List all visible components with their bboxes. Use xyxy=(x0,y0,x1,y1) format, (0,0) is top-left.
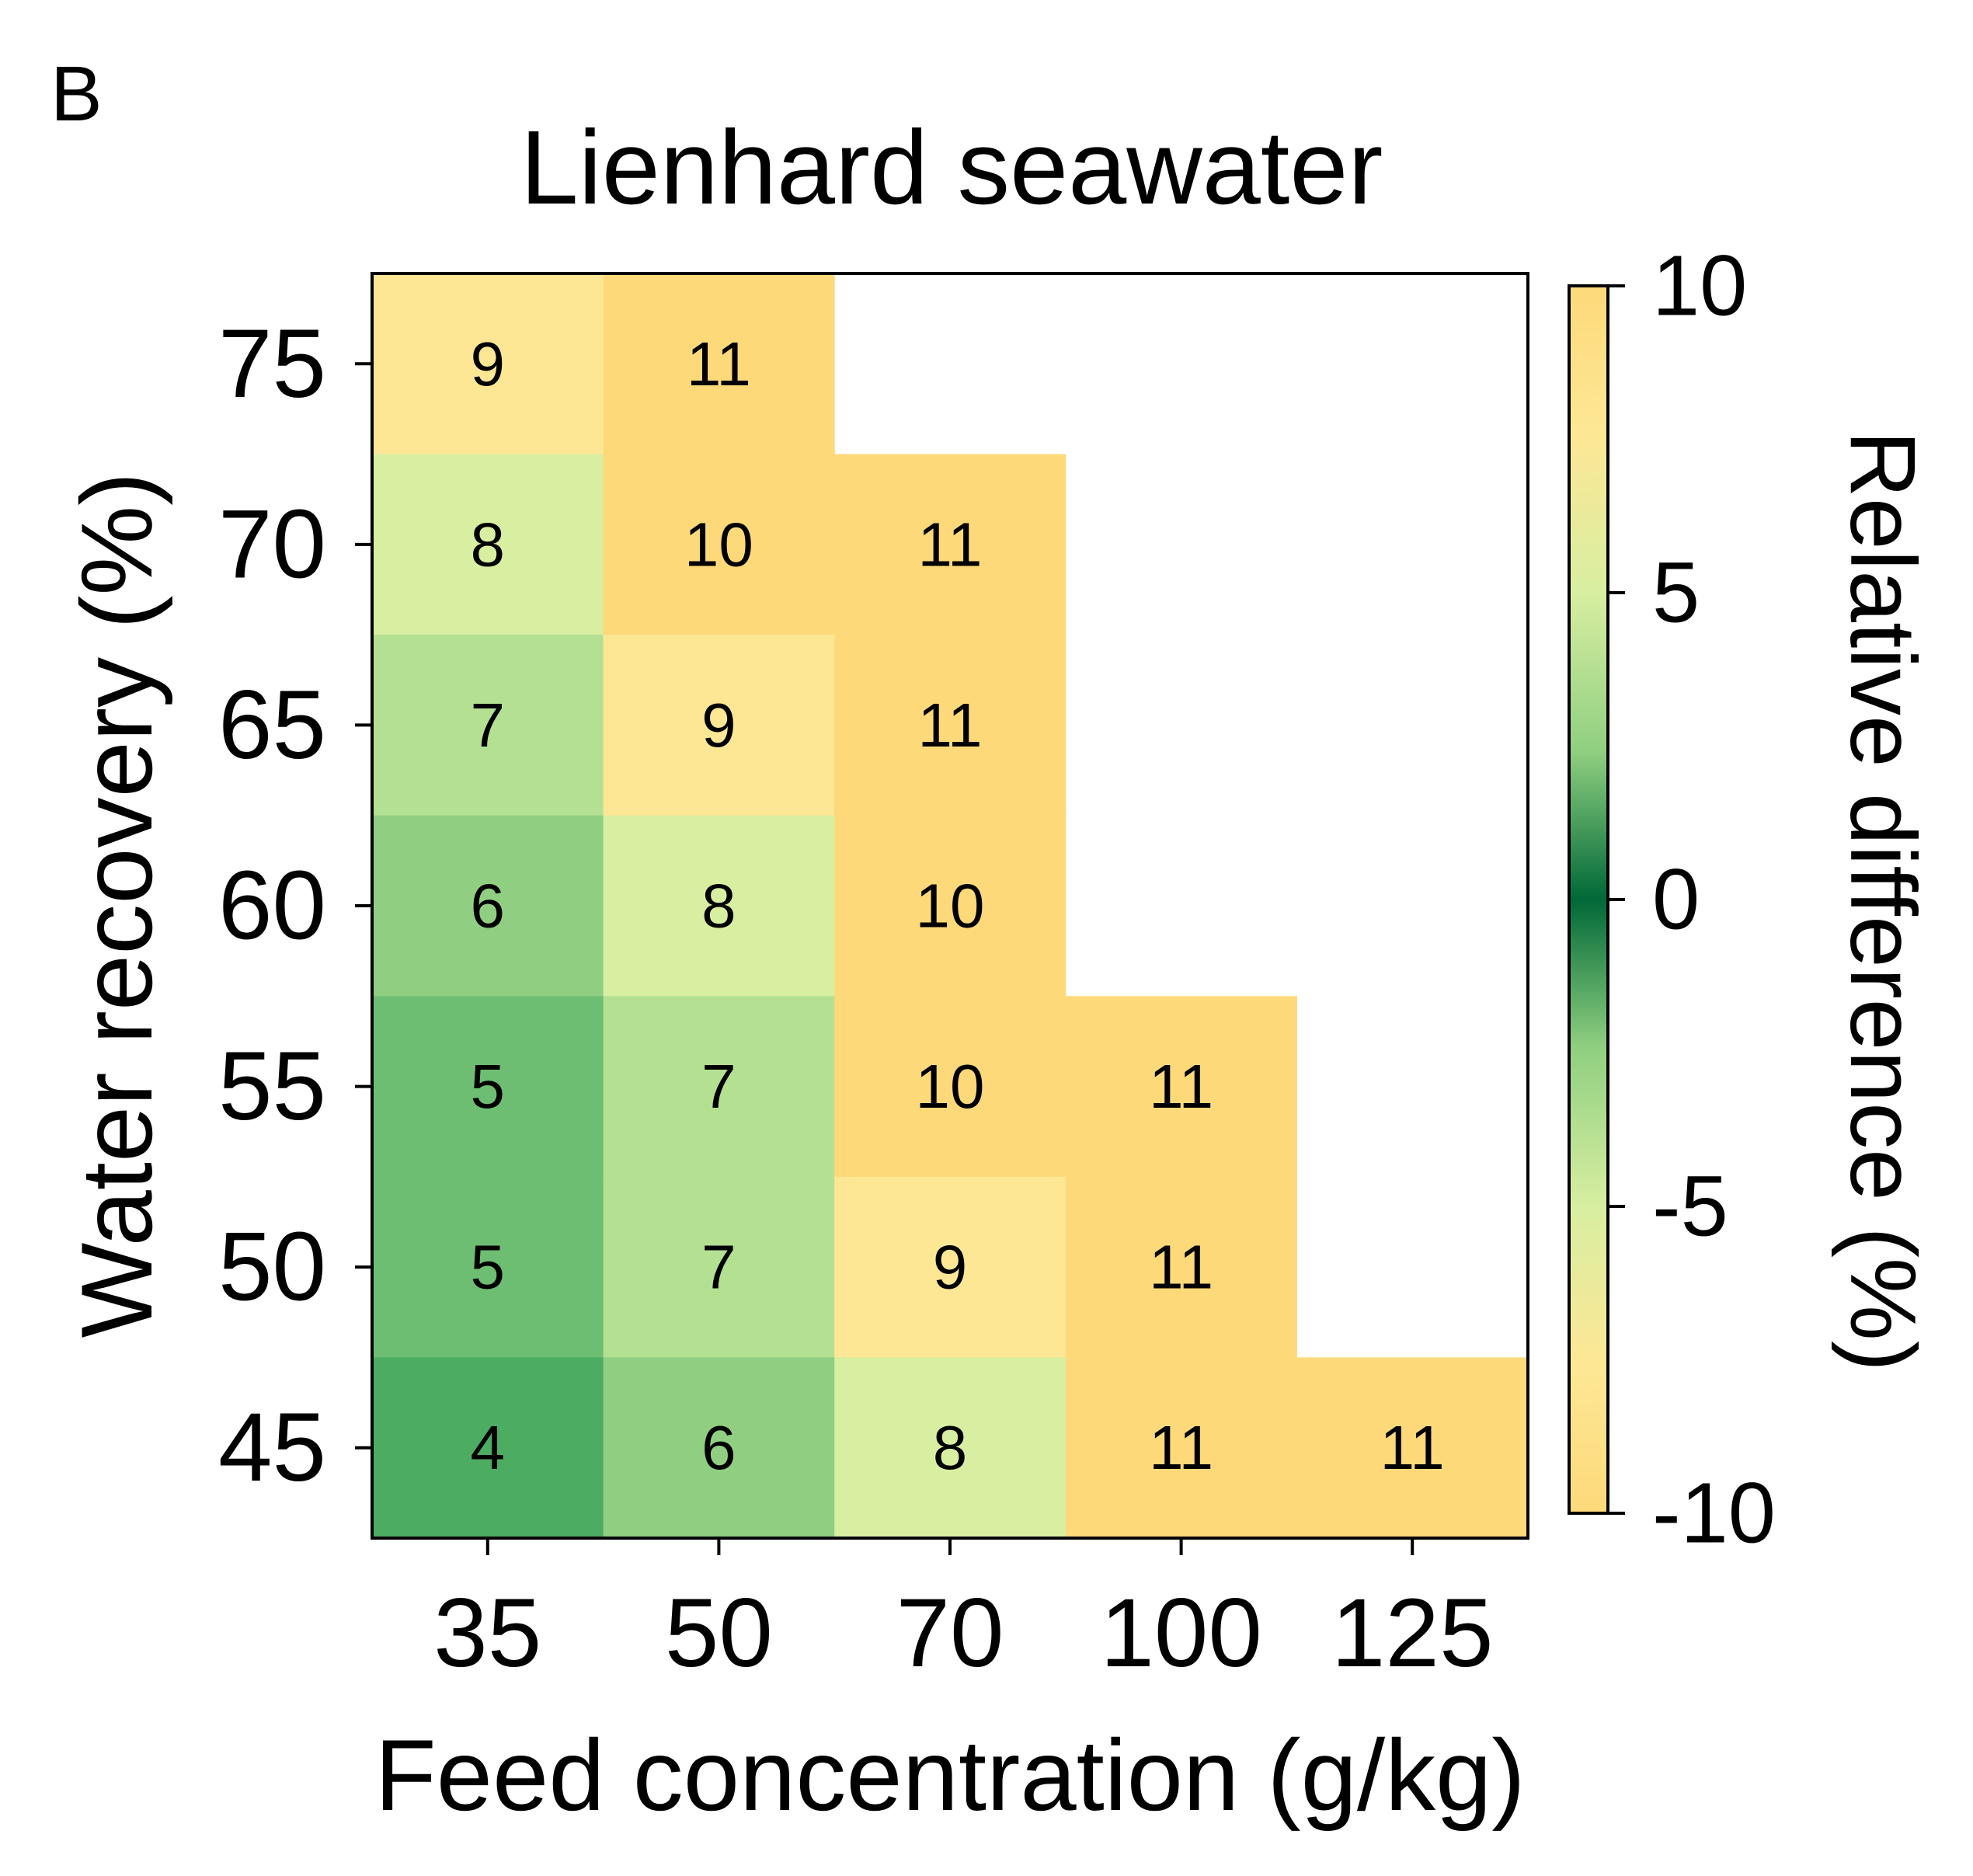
cell-value-label: 8 xyxy=(471,510,506,579)
colorbar-tick-label: 5 xyxy=(1652,545,1700,641)
heatmap-cell xyxy=(603,273,835,455)
heatmap-cell xyxy=(834,1176,1067,1358)
heatmap-cell xyxy=(603,996,835,1178)
heatmap-cell xyxy=(1065,1176,1297,1358)
colorbar-tick-label: -10 xyxy=(1652,1466,1776,1561)
cell-value-label: 11 xyxy=(1380,1413,1445,1482)
colorbar-label: Relative difference (%) xyxy=(1831,430,1935,1372)
x-axis-label: Feed concentration (g/kg) xyxy=(374,1718,1525,1832)
y-axis-label: Water recovery (%) xyxy=(60,472,173,1338)
cell-value-label: 6 xyxy=(701,1413,736,1482)
heatmap-cell xyxy=(1065,1357,1297,1539)
y-tick-label: 75 xyxy=(218,310,326,418)
cell-value-label: 7 xyxy=(701,1052,736,1121)
cell-value-label: 9 xyxy=(701,691,736,760)
cell-value-label: 5 xyxy=(471,1233,506,1302)
x-tick-label: 125 xyxy=(1331,1579,1494,1687)
colorbar-tick-label: -5 xyxy=(1652,1159,1728,1255)
y-tick-label: 55 xyxy=(218,1032,326,1140)
colorbar-ticks: 10 5 0 -5 -10 xyxy=(1608,238,1776,1561)
cell-value-label: 9 xyxy=(933,1233,968,1302)
heatmap-cell xyxy=(603,1357,835,1539)
heatmap-cell xyxy=(834,635,1067,816)
heatmap-cell xyxy=(834,1357,1067,1539)
cell-value-label: 11 xyxy=(917,691,982,760)
cell-value-label: 11 xyxy=(917,510,982,579)
x-tick-label: 35 xyxy=(433,1579,541,1687)
chart-title: Lienhard seawater xyxy=(520,109,1383,226)
heatmap-cells xyxy=(372,273,1529,1539)
x-tick-label: 70 xyxy=(896,1579,1004,1687)
heatmap-cell-labels: 9 11 8 10 11 7 9 11 6 8 10 5 7 10 11 5 7 9 11 4 6 8 11 11 xyxy=(471,329,1445,1482)
cell-value-label: 8 xyxy=(701,872,736,941)
heatmap-cell xyxy=(834,815,1067,997)
heatmap-cell xyxy=(603,1176,835,1358)
panel-label: B xyxy=(50,50,103,137)
colorbar-tick-label: 0 xyxy=(1652,852,1700,948)
cell-value-label: 11 xyxy=(687,329,751,399)
cell-value-label: 8 xyxy=(933,1413,968,1482)
cell-value-label: 11 xyxy=(1149,1413,1213,1482)
heatmap-cell xyxy=(603,635,835,816)
heatmap-cell xyxy=(372,635,604,816)
colorbar-tick-label: 10 xyxy=(1652,238,1747,334)
colorbar-gradient xyxy=(1568,284,1609,1515)
heatmap-cell xyxy=(1296,1357,1529,1539)
cell-value-label: 6 xyxy=(471,872,506,941)
heatmap-cell xyxy=(372,815,604,997)
heatmap-cell xyxy=(372,1357,604,1539)
y-tick-label: 50 xyxy=(218,1213,326,1321)
y-axis-ticks: 75 70 65 60 55 50 45 xyxy=(218,310,372,1502)
heatmap-cell xyxy=(372,273,604,455)
cell-value-label: 7 xyxy=(471,691,506,760)
cell-value-label: 5 xyxy=(471,1052,506,1121)
heatmap-cell xyxy=(372,454,604,635)
cell-value-label: 4 xyxy=(471,1413,506,1482)
heatmap-cell xyxy=(834,996,1067,1178)
cell-value-label: 9 xyxy=(471,329,506,399)
heatmap-cell xyxy=(1065,996,1297,1178)
cell-value-label: 11 xyxy=(1149,1052,1213,1121)
y-tick-label: 65 xyxy=(218,671,326,779)
cell-value-label: 11 xyxy=(1149,1233,1213,1302)
heatmap-cell xyxy=(603,815,835,997)
cell-value-label: 10 xyxy=(916,1052,985,1121)
x-tick-label: 100 xyxy=(1100,1579,1262,1687)
y-tick-label: 45 xyxy=(218,1394,326,1502)
heatmap-cell xyxy=(372,996,604,1178)
heatmap-cell xyxy=(372,1176,604,1358)
cell-value-label: 10 xyxy=(916,872,985,941)
colorbar: 10 5 0 -5 -10 xyxy=(1568,238,1776,1561)
cell-value-label: 10 xyxy=(684,510,753,579)
x-tick-label: 50 xyxy=(665,1579,773,1687)
x-axis-ticks: 35 50 70 100 125 xyxy=(433,1538,1493,1687)
y-tick-label: 60 xyxy=(218,852,326,960)
heatmap-cell xyxy=(834,454,1067,635)
cell-value-label: 7 xyxy=(701,1233,736,1302)
heatmap-cell xyxy=(603,454,835,635)
y-tick-label: 70 xyxy=(218,490,326,598)
